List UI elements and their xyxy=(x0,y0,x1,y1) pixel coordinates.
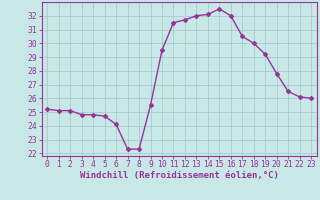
X-axis label: Windchill (Refroidissement éolien,°C): Windchill (Refroidissement éolien,°C) xyxy=(80,171,279,180)
